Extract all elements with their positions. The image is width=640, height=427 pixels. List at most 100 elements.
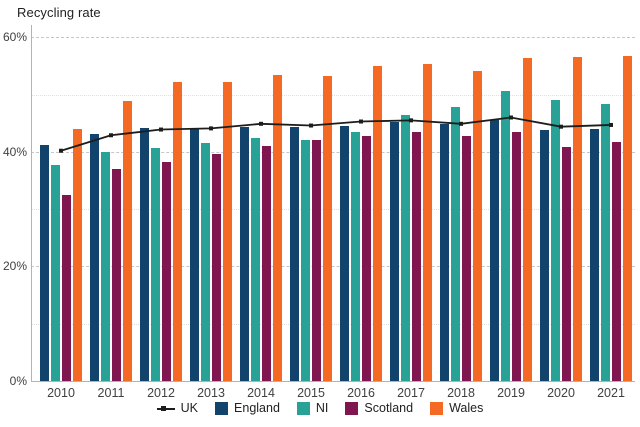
bar-ni-2018 [451,107,460,381]
bar-ni-2011 [101,151,110,381]
bar-wales-2010 [73,128,82,381]
legend-label: England [234,401,280,415]
uk-marker-2010 [59,148,63,153]
bar-ni-2012 [151,147,160,381]
legend-item-uk: UK [156,401,199,415]
bar-wales-2015 [323,75,332,381]
x-tick-label-2014: 2014 [247,386,275,400]
bar-england-2018 [440,124,449,381]
bar-scotland-2019 [512,131,521,381]
x-tick-label-2013: 2013 [197,386,225,400]
legend-swatch-icon [215,401,229,415]
bar-wales-2014 [273,75,282,381]
gridline-minor-50 [31,94,635,96]
gridline-major-60 [31,37,635,39]
bar-ni-2021 [601,103,610,381]
uk-marker-2015 [309,123,313,128]
uk-marker-2011 [109,133,113,138]
bar-wales-2012 [173,82,182,381]
gridline-minor-30 [31,209,635,211]
x-tick-label-2017: 2017 [397,386,425,400]
bar-scotland-2012 [162,162,171,381]
legend-swatch-icon [430,401,444,415]
legend-item-wales: Wales [430,401,483,415]
legend: UK England NI Scotland Wales [0,401,640,415]
bar-england-2010 [40,145,49,381]
bar-england-2012 [140,127,149,381]
legend-label: NI [315,401,329,415]
bar-ni-2010 [51,165,60,381]
uk-marker-2020 [559,124,563,129]
legend-item-scotland: Scotland [345,401,413,415]
bar-scotland-2018 [462,135,471,381]
bar-scotland-2014 [262,146,271,381]
bar-england-2020 [540,129,549,381]
bar-england-2014 [240,126,249,381]
bar-ni-2014 [251,137,260,381]
x-tick-label-2019: 2019 [497,386,525,400]
bar-ni-2017 [401,115,410,381]
bar-wales-2016 [373,65,382,381]
uk-marker-2021 [609,122,613,127]
legend-item-england: England [215,401,280,415]
bar-ni-2015 [301,139,310,381]
bar-scotland-2010 [62,194,71,381]
bar-scotland-2013 [212,154,221,381]
legend-item-ni: NI [296,401,329,415]
gridline-minor-10 [31,323,635,325]
bar-scotland-2017 [412,131,421,381]
bar-wales-2019 [523,57,532,381]
bar-scotland-2020 [562,147,571,381]
bar-england-2011 [90,133,99,381]
legend-line-marker-icon [156,402,175,415]
bar-ni-2016 [351,132,360,381]
uk-marker-2014 [259,121,263,126]
x-tick-label-2018: 2018 [447,386,475,400]
bar-wales-2020 [573,57,582,381]
uk-marker-2017 [409,118,413,123]
uk-marker-2013 [209,126,213,131]
uk-marker-2012 [159,127,163,132]
uk-marker-2019 [509,115,513,120]
bar-england-2017 [390,122,399,381]
legend-swatch-icon [296,401,310,415]
x-tick-label-2021: 2021 [597,386,625,400]
bar-scotland-2016 [362,135,371,381]
plot-area [31,25,635,381]
y-tick-label-0: 0% [9,374,27,388]
y-axis-line [31,25,32,381]
legend-label: Wales [449,401,484,415]
x-tick-label-2011: 2011 [97,386,125,400]
bar-ni-2020 [551,99,560,381]
x-tick-label-2016: 2016 [347,386,375,400]
chart-title: Recycling rate [17,5,101,20]
bar-wales-2017 [423,63,432,381]
gridline-major-20 [31,266,635,268]
bar-scotland-2021 [612,142,621,381]
bar-england-2013 [190,128,199,381]
legend-swatch-icon [345,401,359,415]
x-tick-label-2015: 2015 [297,386,325,400]
bar-ni-2013 [201,142,210,381]
y-tick-label-60: 60% [2,30,27,45]
bar-england-2019 [490,119,499,381]
bar-england-2015 [290,127,299,381]
bar-ni-2019 [501,91,510,381]
uk-marker-2016 [359,119,363,124]
bar-wales-2021 [623,55,632,381]
bar-wales-2013 [223,82,232,381]
x-axis-line [31,381,635,382]
bar-england-2016 [340,125,349,381]
y-tick-label-20: 20% [2,259,27,274]
y-tick-label-40: 40% [2,144,27,159]
bar-england-2021 [590,128,599,381]
gridline-major-40 [31,151,635,153]
bar-wales-2018 [473,71,482,381]
legend-label: Scotland [364,401,414,415]
x-tick-label-2012: 2012 [147,386,175,400]
bar-scotland-2015 [312,140,321,381]
legend-label: UK [180,401,199,415]
bar-scotland-2011 [112,169,121,381]
uk-marker-2018 [459,121,463,126]
